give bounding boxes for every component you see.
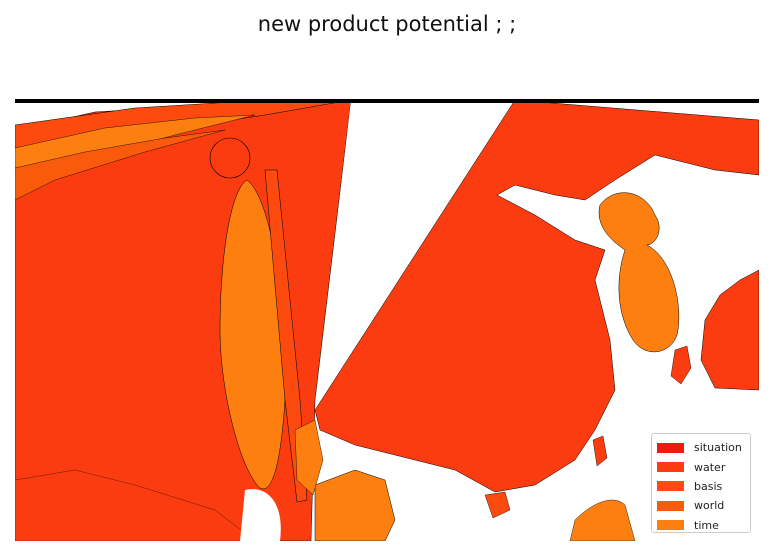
sea-southwest-bay xyxy=(240,489,281,541)
region-peninsula-orange xyxy=(598,192,680,353)
region-southwest-corner xyxy=(15,469,256,541)
legend-label: water xyxy=(694,460,726,474)
map-svg xyxy=(15,100,759,541)
legend-label: basis xyxy=(694,479,723,493)
map-area xyxy=(15,100,759,541)
legend-swatch xyxy=(657,500,684,511)
region-narrow-strip xyxy=(264,169,308,503)
legend-item-time: time xyxy=(657,516,745,535)
figure-title: new product potential ; ; xyxy=(257,12,517,36)
legend-item-world: world xyxy=(657,496,745,515)
region-south-orange-2 xyxy=(294,419,324,496)
region-east-island xyxy=(700,269,759,391)
region-south-island xyxy=(484,491,511,519)
region-east-mainland xyxy=(314,100,759,493)
region-north-strip-3 xyxy=(15,129,226,201)
region-south-orange-1 xyxy=(314,469,396,541)
region-small-island-1 xyxy=(670,345,692,385)
legend-item-situation: situation xyxy=(657,438,745,457)
legend-swatch xyxy=(657,481,684,492)
legend-swatch xyxy=(657,520,684,531)
legend: situation water basis world time xyxy=(651,433,751,533)
legend-label: time xyxy=(694,518,719,532)
legend-item-water: water xyxy=(657,457,745,476)
legend-swatch xyxy=(657,442,684,453)
map-top-border xyxy=(15,99,759,103)
region-small-circle xyxy=(209,137,251,179)
region-small-island-2 xyxy=(592,435,608,467)
legend-label: situation xyxy=(694,441,742,455)
legend-item-basis: basis xyxy=(657,477,745,496)
region-southeast-orange xyxy=(569,499,636,541)
legend-swatch xyxy=(657,462,684,473)
legend-label: world xyxy=(694,499,725,513)
